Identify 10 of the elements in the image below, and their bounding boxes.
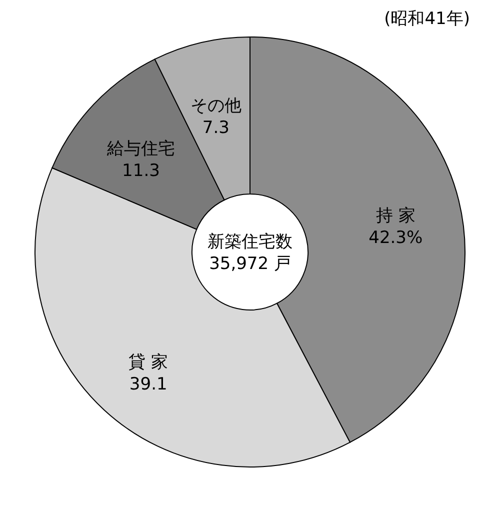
chart-title: (昭和41年) — [384, 9, 470, 29]
data-label: 11.3 — [122, 160, 160, 181]
text: 新築住宅数 35,972 戸 — [208, 232, 292, 274]
slice-label: 貸 家 — [128, 352, 168, 372]
data-label: 39.1 — [129, 374, 168, 394]
data-label: 42.3% — [368, 228, 423, 248]
data-label: 7.3 — [202, 118, 230, 138]
slice-label: 給与住宅 — [106, 138, 175, 159]
slice-label: 持 家 — [376, 206, 416, 226]
slice-label: その他 — [190, 96, 242, 116]
